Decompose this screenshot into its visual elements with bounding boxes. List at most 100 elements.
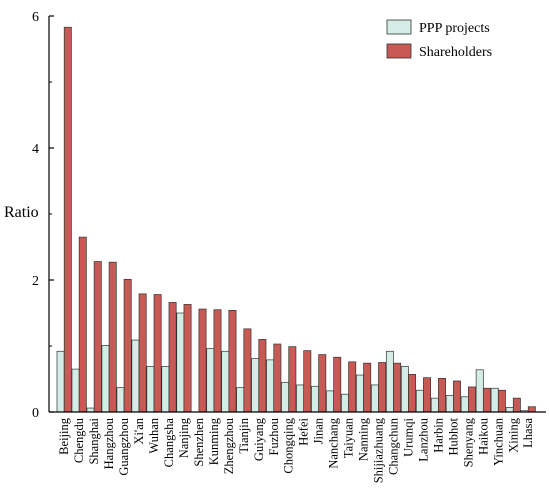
bar-shareholders-lanzhou (423, 377, 432, 413)
x-tick-label: Nanjing (177, 417, 191, 458)
x-tick-label: Urumqi (401, 417, 415, 456)
x-tick-label: Lhasa (521, 418, 535, 448)
y-tick-label: 4 (32, 142, 39, 157)
bar-shareholders-shenzhen (198, 308, 207, 413)
bar-shareholders-haikou (482, 387, 491, 413)
x-tick-label: Shenyang (461, 417, 475, 467)
x-tick-label: Tianjin (237, 417, 251, 453)
bar-ppp-changchun (385, 350, 394, 413)
bar-shareholders-guiyang (258, 339, 267, 413)
bar-ppp-lanzhou (415, 389, 424, 413)
bar-ppp-xian (131, 339, 140, 413)
x-tick-label: Hefei (297, 417, 311, 445)
bar-ppp-chengdu (71, 368, 80, 413)
legend-swatch-shareholders (386, 43, 412, 59)
bar-ppp-yinchuan (490, 387, 499, 413)
bar-shareholders-fuzhou (273, 343, 282, 413)
x-tick-label: Nanchang (327, 417, 341, 468)
bar-ppp-xining (505, 407, 514, 413)
bar-shareholders-shanghai (93, 261, 102, 413)
bar-shareholders-tianjin (243, 328, 252, 413)
x-tick-label: Yinchuan (491, 417, 505, 466)
bar-ppp-zhengzhou (221, 350, 230, 413)
x-tick-label: Beijing (57, 417, 71, 455)
bar-shareholders-shijiazhuang (378, 362, 387, 413)
x-tick-label: Shanghai (87, 417, 101, 464)
bar-ppp-jinan (311, 385, 320, 413)
x-tick-label: Chengdu (72, 417, 86, 463)
x-tick-label: Xi'an (132, 417, 146, 444)
bar-ppp-guiyang (251, 358, 260, 413)
bar-ppp-chongqing (281, 381, 290, 413)
bar-shareholders-taiyuan (348, 361, 357, 413)
bar-ppp-shijiazhuang (370, 384, 379, 413)
x-tick-label: Wuhan (147, 417, 161, 453)
x-tick-label: Changchun (387, 417, 401, 475)
bar-shareholders-nanchang (333, 356, 342, 413)
legend-swatch-ppp (386, 19, 412, 35)
bar-ppp-nanchang (326, 390, 334, 413)
bar-ppp-nanning (356, 374, 364, 413)
bar-ppp-hubhot (445, 395, 454, 413)
bar-shareholders-zhengzhou (228, 310, 237, 413)
bar-shareholders-shenyang (468, 386, 476, 413)
bar-shareholders-hefei (303, 350, 312, 413)
x-tick-label: Harbin (431, 417, 445, 452)
bar-shareholders-nanning (363, 362, 372, 413)
bar-shareholders-chongqing (288, 346, 297, 413)
bar-shareholders-harbin (438, 377, 446, 413)
bar-ppp-wuhan (146, 366, 155, 413)
legend-label-ppp: PPP projects (419, 21, 490, 36)
x-tick-label: Xining (506, 417, 520, 452)
bar-ppp-fuzhou (266, 359, 275, 413)
bar-shareholders-jinan (318, 354, 327, 413)
bar-shareholders-changsha (168, 302, 177, 413)
bar-shareholders-yinchuan (497, 389, 506, 413)
bar-shareholders-kunming (213, 309, 222, 413)
x-tick-label: Fuzhou (267, 417, 281, 455)
bar-shareholders-nanjing (183, 304, 192, 413)
x-tick-label: Guangzhou (117, 417, 131, 475)
x-tick-label: Changsha (162, 418, 176, 468)
bar-ppp-hefei (296, 384, 305, 413)
bar-shareholders-beijing (63, 26, 72, 413)
x-tick-label: Hangzhou (102, 417, 116, 469)
x-tick-label: Chongqing (282, 417, 296, 473)
bar-shareholders-lhasa (527, 406, 536, 413)
bar-shareholders-xining (512, 397, 521, 413)
x-tick-label: Taiyuan (342, 417, 356, 458)
bar-shareholders-hubhot (453, 380, 461, 413)
y-ticks-group: 0 2 4 6 (32, 10, 54, 421)
bar-ppp-changsha (161, 366, 170, 413)
bar-ppp-nanjing (176, 312, 185, 413)
bar-ppp-shenyang (460, 396, 469, 413)
bar-ppp-beijing (56, 350, 65, 413)
bar-shareholders-guangzhou (123, 278, 132, 413)
bar-shareholders-urumqi (408, 374, 417, 413)
bar-ppp-hangzhou (101, 344, 110, 413)
bar-shareholders-changchun (393, 362, 402, 413)
bar-ppp-haikou (475, 369, 484, 413)
x-tick-label: Hubhot (446, 417, 460, 455)
bar-shareholders-xian (138, 293, 147, 413)
x-tick-label: Lanzhou (416, 417, 430, 461)
x-tick-labels-group: Beijing Chengdu Shanghai Hangzhou Guangzhou X… (57, 417, 535, 483)
bar-ppp-tianjin (236, 387, 245, 413)
bar-ppp-urumqi (400, 366, 409, 413)
y-tick-label: 6 (32, 10, 39, 25)
bar-shareholders-wuhan (153, 294, 162, 413)
bar-ppp-taiyuan (341, 393, 349, 413)
y-tick-label: 0 (32, 406, 39, 421)
axes-group (48, 16, 546, 413)
bar-ppp-kunming (206, 348, 215, 413)
y-axis-label: Ratio (4, 204, 39, 221)
legend-label-shareholders: Shareholders (419, 45, 492, 60)
bars-group (56, 26, 536, 413)
bar-ppp-harbin (430, 397, 439, 413)
y-tick-label: 2 (32, 274, 39, 289)
bar-shareholders-chengdu (78, 236, 87, 413)
x-tick-label: Kunming (207, 417, 221, 465)
x-tick-label: Zhengzhou (222, 417, 236, 474)
x-tick-label: Haikou (476, 417, 490, 455)
